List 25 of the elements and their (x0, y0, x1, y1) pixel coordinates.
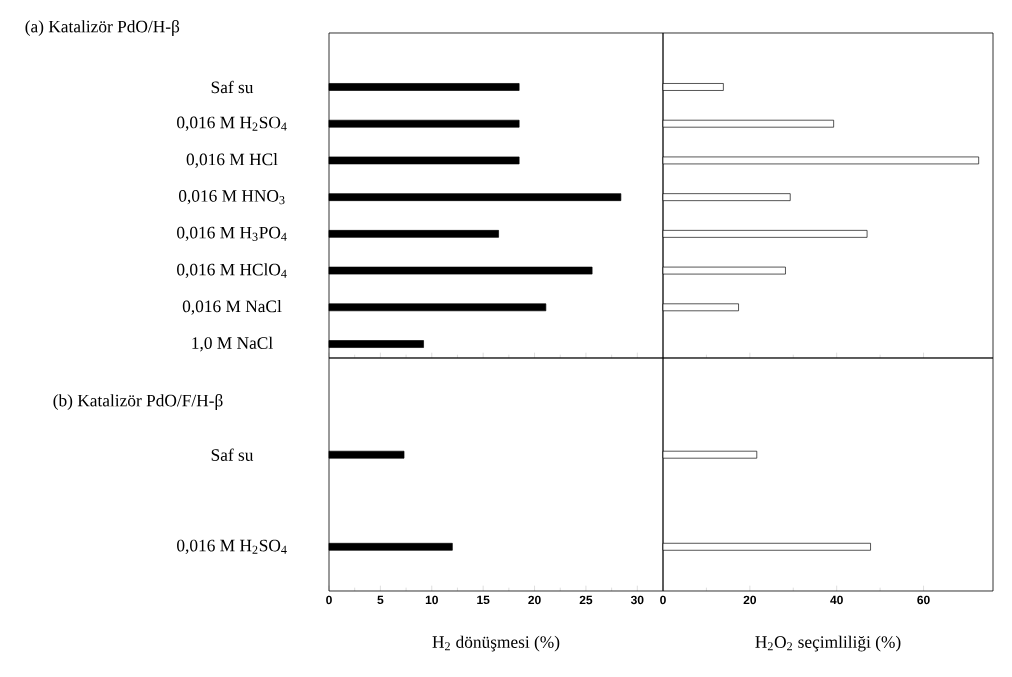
y-tick-label: Saf su (211, 80, 254, 94)
y-tick-label: 0,016 M HClO$_{4}$ (177, 263, 287, 278)
y-tick-label: 0,016 M H$_{3}$PO$_{4}$ (177, 226, 287, 241)
x-tick-label: 20 (743, 595, 757, 605)
x-axis-title: H$_{2}$O$_{2}$ seçimliliği (%) (755, 635, 901, 652)
y-tick-label: 0,016 M H$_{2}$SO$_{4}$ (177, 116, 287, 131)
x-tick-label: 20 (528, 595, 541, 605)
text: (a) Katalizör PdO/H-β (25, 20, 180, 36)
y-tick-label: 0,016 M HNO$_{3}$ (178, 190, 285, 205)
y-tick-label: Saf su (211, 448, 254, 461)
x-tick-label: 60 (917, 595, 930, 605)
y-tick-label: 0,016 M HCl (186, 153, 278, 168)
x-axis-title: H$_{2}$ dönüşmesi (%) (432, 635, 560, 652)
x-tick-label: 15 (477, 595, 490, 605)
x-tick-label: 10 (425, 595, 438, 605)
x-tick-label: 5 (377, 595, 384, 605)
x-tick-label: 30 (630, 595, 644, 605)
x-tick-label: 0 (660, 595, 666, 605)
x-tick-label: 40 (830, 595, 843, 605)
y-tick-label: 0,016 M NaCl (182, 299, 282, 315)
x-tick-label: 25 (579, 595, 593, 605)
y-tick-label: 0,016 M H$_{2}$SO$_{4}$ (177, 539, 287, 554)
y-tick-label: 1,0 M NaCl (192, 336, 273, 352)
text: (b) Katalizör PdO/F/H-β (53, 394, 223, 410)
x-tick-label: 0 (326, 595, 332, 605)
